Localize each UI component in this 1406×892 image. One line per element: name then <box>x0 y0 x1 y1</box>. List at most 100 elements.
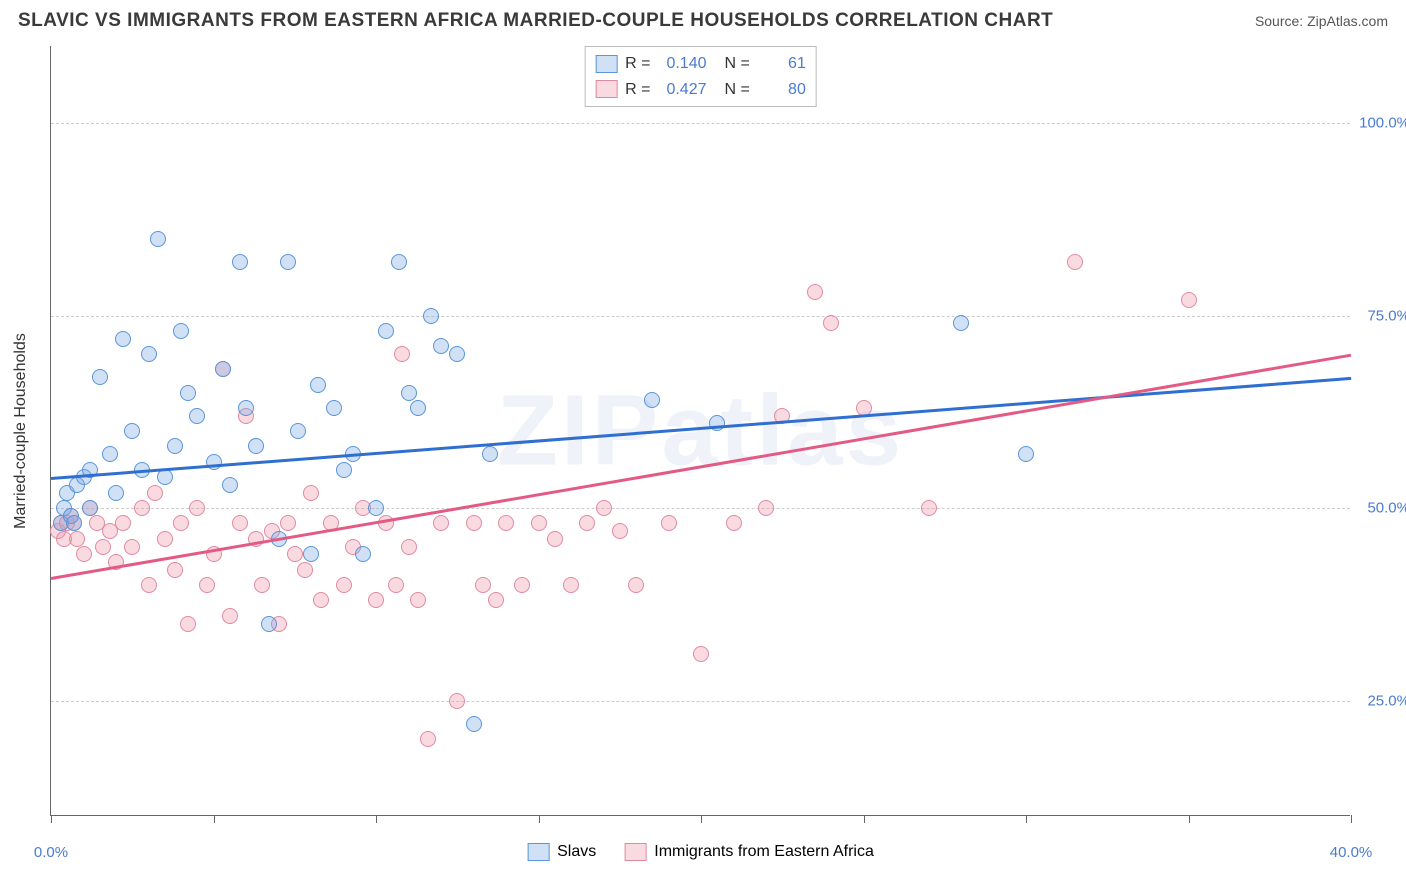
data-point <box>280 254 296 270</box>
data-point <box>248 438 264 454</box>
series-legend: Slavs Immigrants from Eastern Africa <box>527 843 874 861</box>
data-point <box>215 361 231 377</box>
data-point <box>693 646 709 662</box>
data-point <box>394 346 410 362</box>
data-point <box>921 500 937 516</box>
legend-item-immigrants: Immigrants from Eastern Africa <box>624 843 874 861</box>
data-point <box>157 469 173 485</box>
data-point <box>709 415 725 431</box>
data-point <box>953 315 969 331</box>
data-point <box>368 500 384 516</box>
data-point <box>82 500 98 516</box>
data-point <box>115 515 131 531</box>
data-point <box>180 385 196 401</box>
data-point <box>596 500 612 516</box>
data-point <box>238 400 254 416</box>
x-tick <box>376 815 377 823</box>
data-point <box>401 539 417 555</box>
data-point <box>150 231 166 247</box>
data-point <box>189 500 205 516</box>
data-point <box>661 515 677 531</box>
r-value: 0.427 <box>659 77 707 103</box>
data-point <box>290 423 306 439</box>
n-value: 80 <box>758 77 806 103</box>
data-point <box>823 315 839 331</box>
n-label: N = <box>725 77 750 103</box>
data-point <box>482 446 498 462</box>
legend-label-slavs: Slavs <box>557 843 596 861</box>
data-point <box>547 531 563 547</box>
data-point <box>124 539 140 555</box>
legend-swatch-icon <box>595 80 617 98</box>
x-tick <box>864 815 865 823</box>
data-point <box>410 592 426 608</box>
data-point <box>423 308 439 324</box>
x-tick <box>51 815 52 823</box>
data-point <box>1018 446 1034 462</box>
y-tick-label: 25.0% <box>1367 692 1406 709</box>
data-point <box>758 500 774 516</box>
data-point <box>66 515 82 531</box>
data-point <box>410 400 426 416</box>
data-point <box>76 546 92 562</box>
data-point <box>189 408 205 424</box>
data-point <box>222 608 238 624</box>
data-point <box>401 385 417 401</box>
data-point <box>514 577 530 593</box>
source-label: Source: ZipAtlas.com <box>1255 13 1388 29</box>
x-tick <box>1351 815 1352 823</box>
data-point <box>141 577 157 593</box>
correlation-legend-row: R =0.140N =61 <box>595 51 806 77</box>
legend-item-slavs: Slavs <box>527 843 596 861</box>
data-point <box>336 577 352 593</box>
data-point <box>336 462 352 478</box>
x-tick <box>214 815 215 823</box>
data-point <box>807 284 823 300</box>
x-tick <box>1189 815 1190 823</box>
data-point <box>644 392 660 408</box>
data-point <box>726 515 742 531</box>
data-point <box>449 693 465 709</box>
data-point <box>391 254 407 270</box>
watermark-text: ZIPatlas <box>497 373 905 488</box>
x-tick <box>1026 815 1027 823</box>
y-tick-label: 75.0% <box>1367 307 1406 324</box>
x-tick-label: 0.0% <box>34 844 68 861</box>
data-point <box>102 446 118 462</box>
data-point <box>531 515 547 531</box>
x-tick-label: 40.0% <box>1330 844 1373 861</box>
data-point <box>95 539 111 555</box>
data-point <box>466 515 482 531</box>
legend-label-immigrants: Immigrants from Eastern Africa <box>654 843 874 861</box>
data-point <box>303 546 319 562</box>
data-point <box>466 716 482 732</box>
data-point <box>313 592 329 608</box>
data-point <box>232 254 248 270</box>
data-point <box>287 546 303 562</box>
x-tick <box>701 815 702 823</box>
gridline-h <box>51 701 1350 702</box>
gridline-h <box>51 508 1350 509</box>
data-point <box>420 731 436 747</box>
data-point <box>488 592 504 608</box>
r-value: 0.140 <box>659 51 707 77</box>
data-point <box>222 477 238 493</box>
n-value: 61 <box>758 51 806 77</box>
data-point <box>303 485 319 501</box>
r-label: R = <box>625 77 650 103</box>
data-point <box>297 562 313 578</box>
data-point <box>124 423 140 439</box>
data-point <box>612 523 628 539</box>
data-point <box>199 577 215 593</box>
x-tick <box>539 815 540 823</box>
data-point <box>355 546 371 562</box>
data-point <box>368 592 384 608</box>
data-point <box>167 562 183 578</box>
correlation-legend-row: R = 0.427 N = 80 <box>595 77 806 103</box>
chart-title: SLAVIC VS IMMIGRANTS FROM EASTERN AFRICA… <box>18 10 1053 32</box>
data-point <box>563 577 579 593</box>
data-point <box>449 346 465 362</box>
y-axis-label: Married-couple Households <box>12 333 30 529</box>
correlation-legend-box: R =0.140N =61R = 0.427 N = 80 <box>584 46 817 107</box>
data-point <box>69 531 85 547</box>
